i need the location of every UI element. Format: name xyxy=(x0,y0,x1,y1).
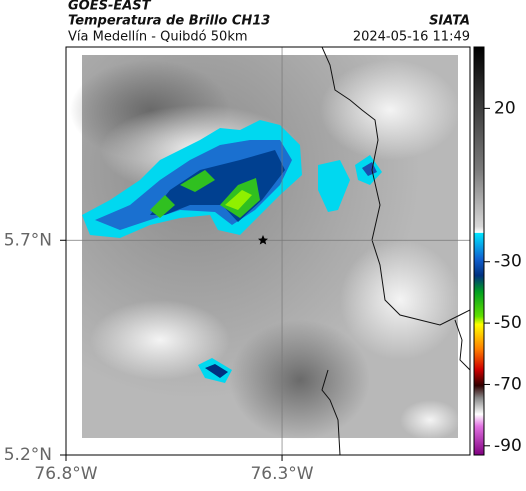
colorbar-tick-label: -30 xyxy=(494,252,522,272)
colorbar-tick-label: 20 xyxy=(494,98,516,118)
satellite-image xyxy=(70,47,470,455)
timestamp: 2024-05-16 11:49 xyxy=(353,30,470,45)
y-tick-label: 5.2°N xyxy=(4,445,52,465)
grid xyxy=(66,47,470,455)
colorbar-tick-label: -50 xyxy=(494,313,522,333)
organization: SIATA xyxy=(429,14,470,29)
source-title: GOES-EAST xyxy=(68,0,152,14)
x-tick-label: 76.8°W xyxy=(34,464,97,484)
y-tick-label: 5.7°N xyxy=(4,230,52,250)
route: Vía Medellín - Quibdó 50km xyxy=(68,30,248,45)
map-frame xyxy=(65,46,471,456)
site-marker xyxy=(258,235,268,245)
x-tick-label: 76.3°W xyxy=(250,464,313,484)
product-title: Temperatura de Brillo CH13 xyxy=(68,14,270,29)
colorbar-tick-label: -70 xyxy=(494,374,522,394)
colorbar-tick-label: -90 xyxy=(494,436,522,456)
colorbar xyxy=(473,46,485,456)
